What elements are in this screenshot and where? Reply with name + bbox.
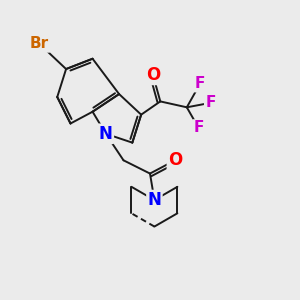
Text: N: N <box>99 125 113 143</box>
Text: F: F <box>195 76 205 91</box>
Text: Br: Br <box>30 37 49 52</box>
Text: O: O <box>146 66 160 84</box>
Text: F: F <box>205 95 215 110</box>
Text: N: N <box>148 191 161 209</box>
Text: O: O <box>168 151 182 169</box>
Text: F: F <box>194 120 204 135</box>
